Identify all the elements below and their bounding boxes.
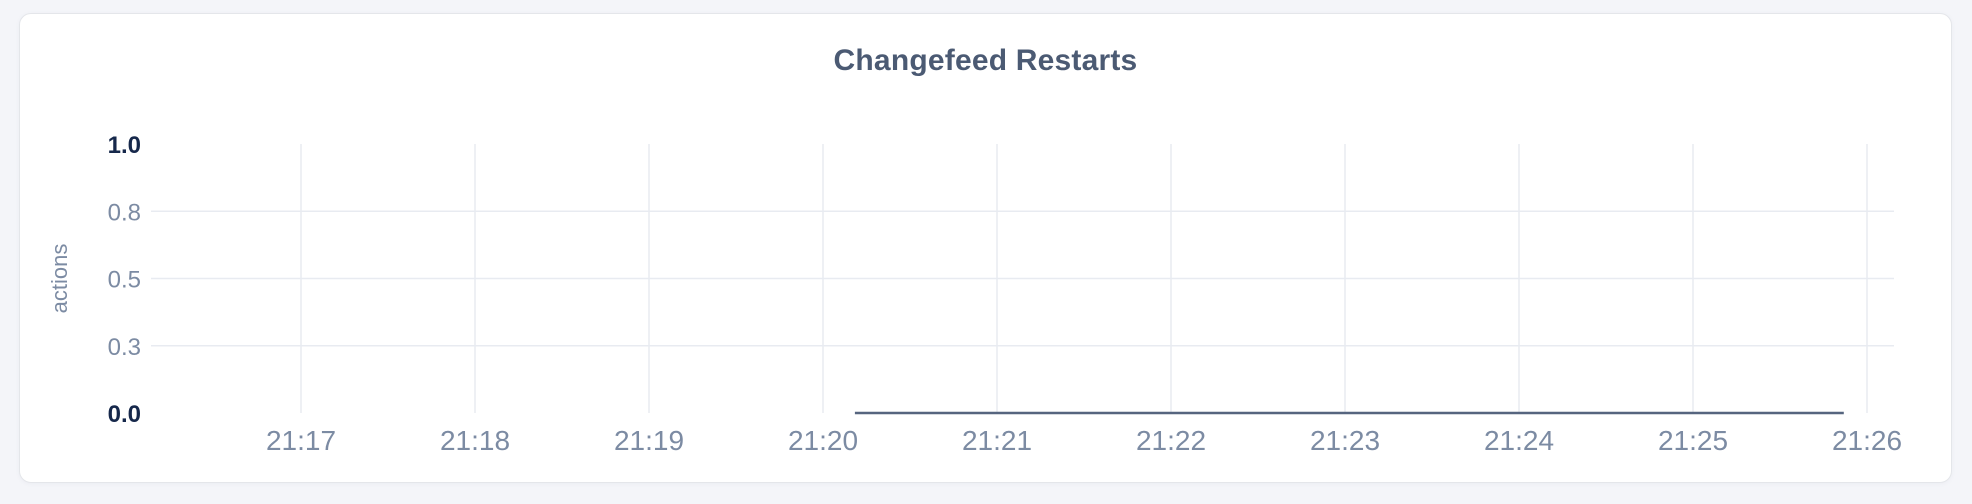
x-axis-tick-label: 21:18 xyxy=(440,425,510,456)
x-axis-tick-label: 21:24 xyxy=(1484,425,1554,456)
x-axis-tick-label: 21:26 xyxy=(1832,425,1902,456)
x-axis-tick-label: 21:23 xyxy=(1310,425,1380,456)
x-axis-tick-label: 21:20 xyxy=(788,425,858,456)
chart-canvas[interactable]: 21:17 21:18 21:19 21:20 21:21 21:22 21:23 21:24… xyxy=(20,14,1951,482)
x-axis-tick-label: 21:25 xyxy=(1658,425,1728,456)
x-axis-tick-label: 21:17 xyxy=(266,425,336,456)
chart-title: Changefeed Restarts xyxy=(833,44,1138,77)
x-axis-tick-label: 21:19 xyxy=(614,425,684,456)
y-axis-tick-label: 0.3 xyxy=(108,334,141,361)
y-axis-tick-label: 0.8 xyxy=(108,199,141,226)
chart-card: Changefeed Restarts 21:17 21:18 21:19 21:20… xyxy=(19,13,1952,483)
y-axis-title: actions xyxy=(47,244,72,314)
y-axis-tick-label: 0.5 xyxy=(108,267,141,294)
y-axis-tick-label: 1.0 xyxy=(108,132,141,159)
plot-area[interactable] xyxy=(151,144,1894,413)
y-axis-tick-label: 0.0 xyxy=(108,401,141,428)
x-axis-tick-label: 21:21 xyxy=(962,425,1032,456)
x-axis-tick-label: 21:22 xyxy=(1136,425,1206,456)
